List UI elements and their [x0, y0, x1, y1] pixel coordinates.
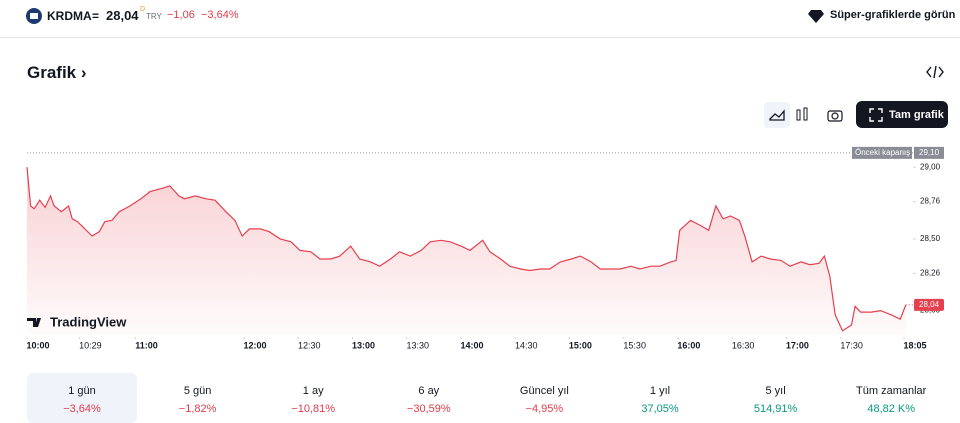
chart: 29,0028,7628,5028,2628,0010:0010:2911:00… — [26, 146, 944, 350]
last-price-box — [914, 298, 944, 311]
candle-style-button[interactable] — [789, 102, 815, 128]
range-tab[interactable]: 1 yıl 37,05% — [605, 373, 715, 423]
previous-close-name: Önceki kapanış — [855, 148, 910, 157]
previous-close-box — [914, 146, 944, 159]
range-change: −1,82% — [178, 403, 217, 415]
line-style-button[interactable] — [764, 102, 790, 128]
symbol: KRDMA — [47, 9, 92, 23]
previous-close-name-box — [852, 146, 912, 159]
x-tick-label: 11:00 — [135, 340, 158, 350]
range-tab[interactable]: Tüm zamanlar 48,82 K% — [836, 373, 946, 423]
super-link[interactable]: Süper-grafiklerde görün — [830, 9, 956, 21]
previous-close-label: 29,10 — [919, 148, 940, 157]
section-title-text: Grafik — [27, 63, 77, 82]
separator: = — [92, 9, 100, 23]
x-tick-label: 16:00 — [677, 340, 700, 350]
range-change: −3,64% — [63, 403, 101, 415]
range-label: Güncel yıl — [519, 385, 569, 397]
currency: TRY — [146, 12, 162, 21]
watermark: TradingView — [50, 314, 127, 329]
x-tick-label: 10:00 — [26, 340, 49, 350]
y-tick-label: 28,50 — [920, 234, 941, 243]
super-icon — [808, 10, 824, 23]
x-tick-label: 12:30 — [298, 340, 321, 350]
change: −1,06 — [167, 9, 195, 21]
x-tick-label: 13:30 — [406, 340, 429, 350]
range-label: 5 yıl — [765, 385, 786, 397]
last-price-label: 28,04 — [919, 300, 940, 309]
price-line — [26, 167, 907, 332]
x-tick-label: 12:00 — [243, 340, 266, 350]
price: 28,04 — [106, 8, 139, 23]
range-change: 37,05% — [641, 403, 679, 415]
y-tick-label: 28,26 — [920, 268, 941, 277]
range-label: 5 gün — [183, 385, 212, 397]
range-tab[interactable]: 1 ay −10,81% — [258, 373, 368, 423]
range-tab[interactable]: 1 gün −3,64% — [27, 373, 137, 423]
change-pct: −3,64% — [201, 9, 239, 21]
range-change: 48,82 K% — [867, 403, 916, 415]
range-change: 514,91% — [753, 403, 798, 415]
header-bar: KRDMA = 28,04 D TRY −1,06 −3,64% Süper-g… — [0, 0, 960, 38]
y-tick-label: 29,00 — [920, 162, 941, 171]
x-tick-label: 10:29 — [79, 340, 102, 350]
range-tab[interactable]: 5 yıl 514,91% — [721, 373, 831, 423]
watermark-logo — [27, 318, 41, 327]
snapshot-button[interactable] — [822, 102, 848, 128]
full-chart-button[interactable]: Tam grafik — [856, 101, 948, 128]
symbol-logo — [26, 8, 42, 24]
x-tick-label: 14:00 — [460, 340, 483, 350]
y-tick-label: 28,76 — [920, 197, 941, 206]
range-label: Tüm zamanlar — [856, 385, 927, 397]
x-tick-label: 16:30 — [732, 340, 755, 350]
x-tick-label: 17:30 — [840, 340, 863, 350]
price-flag: D — [140, 6, 146, 13]
x-tick-label: 17:00 — [786, 340, 809, 350]
section-title[interactable]: Grafik › — [27, 63, 87, 82]
range-change: −10,81% — [291, 403, 336, 415]
range-tab[interactable]: 5 gün −1,82% — [143, 373, 253, 423]
embed-button[interactable] — [926, 65, 944, 79]
x-tick-label: 15:30 — [623, 340, 646, 350]
x-tick-label: 13:00 — [352, 340, 375, 350]
full-chart-label: Tam grafik — [889, 109, 944, 121]
range-label: 1 yıl — [649, 385, 671, 397]
range-tab[interactable]: 6 ay −30,59% — [374, 373, 484, 423]
area — [27, 167, 906, 335]
x-tick-label: 14:30 — [515, 340, 538, 350]
range-change: −4,95% — [525, 403, 564, 415]
x-tick-label: 15:00 — [569, 340, 592, 350]
range-label: 6 ay — [418, 385, 440, 397]
x-tick-label: 18:05 — [903, 340, 926, 350]
range-label: 1 gün — [68, 385, 96, 397]
range-label: 1 ay — [302, 385, 324, 397]
range-change: −30,59% — [406, 403, 451, 415]
range-tab[interactable]: Güncel yıl −4,95% — [489, 373, 599, 423]
